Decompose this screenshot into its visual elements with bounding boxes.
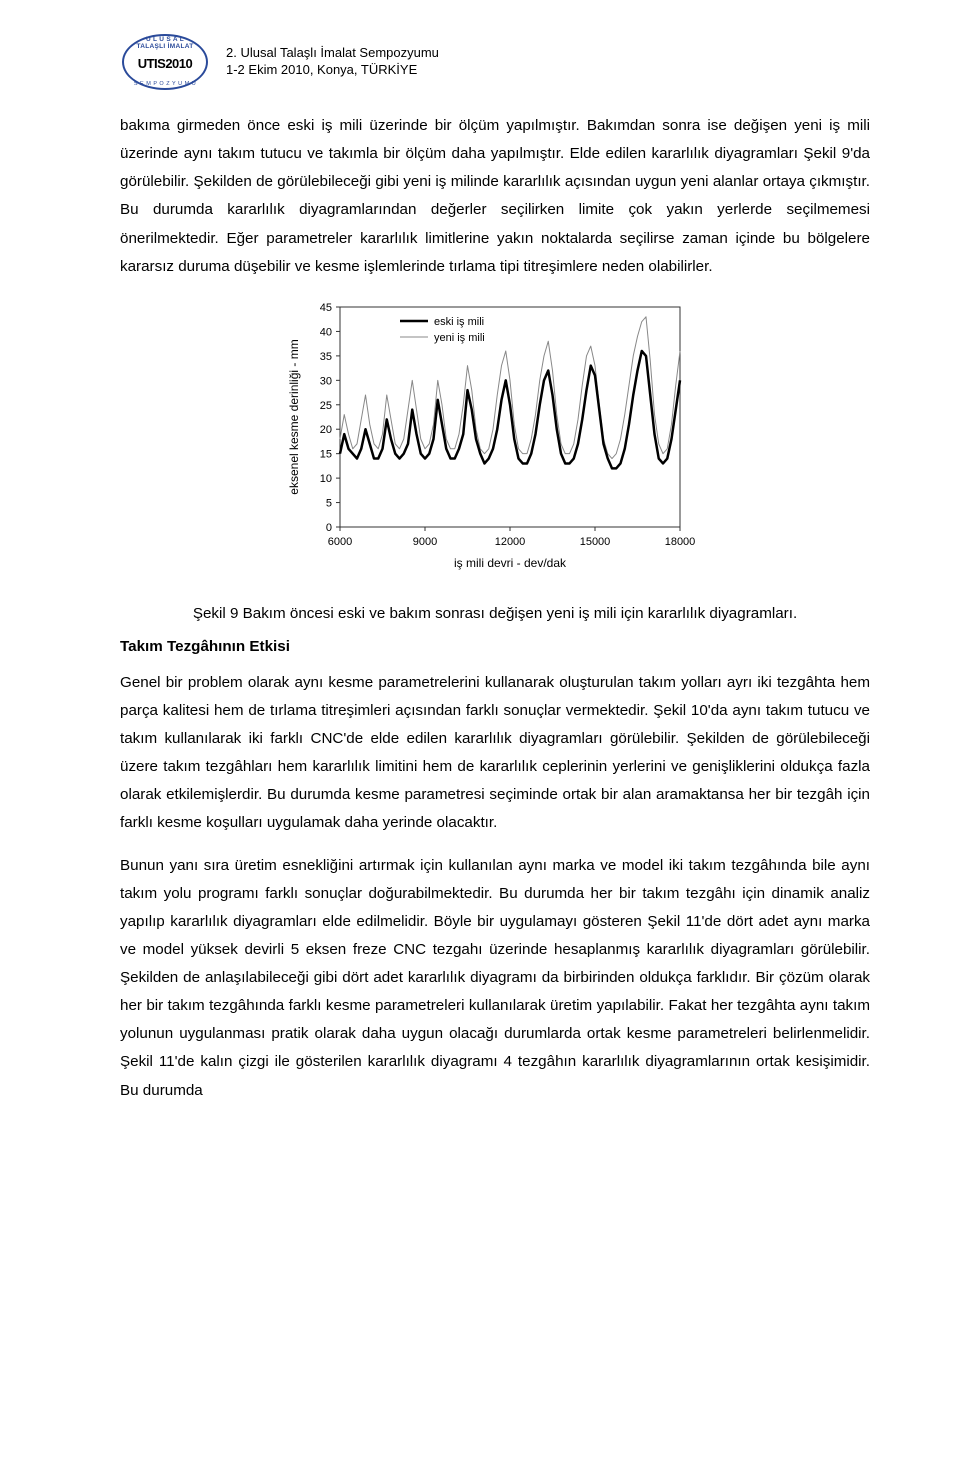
conference-line-2: 1-2 Ekim 2010, Konya, TÜRKİYE — [226, 62, 439, 79]
svg-text:0: 0 — [326, 522, 332, 534]
document-page: U L U S A L TALAŞLI İMALAT UTIS2010 S E … — [0, 0, 960, 1470]
figure-9-caption: Şekil 9 Bakım öncesi eski ve bakım sonra… — [120, 605, 870, 622]
page-header: U L U S A L TALAŞLI İMALAT UTIS2010 S E … — [120, 30, 870, 94]
svg-text:35: 35 — [320, 351, 332, 363]
svg-text:40: 40 — [320, 326, 332, 338]
logo-text-top1: U L U S A L — [146, 36, 184, 43]
conference-line-1: 2. Ulusal Talaşlı İmalat Sempozyumu — [226, 45, 439, 62]
paragraph-3: Bunun yanı sıra üretim esnekliğini artır… — [120, 852, 870, 1105]
svg-text:eski iş mili: eski iş mili — [434, 316, 484, 328]
svg-text:20: 20 — [320, 424, 332, 436]
section-title-tool-machine: Takım Tezgâhının Etkisi — [120, 638, 870, 655]
svg-text:12000: 12000 — [495, 536, 526, 548]
logo-text-top2: TALAŞLI İMALAT — [136, 43, 193, 50]
conference-title-block: 2. Ulusal Talaşlı İmalat Sempozyumu 1-2 … — [226, 45, 439, 79]
svg-text:25: 25 — [320, 400, 332, 412]
paragraph-1: bakıma girmeden önce eski iş mili üzerin… — [120, 112, 870, 281]
logo-text-bot: S E M P O Z Y U M U — [120, 81, 210, 87]
svg-text:45: 45 — [320, 302, 332, 314]
svg-text:10: 10 — [320, 473, 332, 485]
svg-text:yeni iş mili: yeni iş mili — [434, 332, 485, 344]
svg-text:9000: 9000 — [413, 536, 437, 548]
conference-logo: U L U S A L TALAŞLI İMALAT UTIS2010 S E … — [120, 30, 210, 94]
stability-chart: 0 5 10 15 20 25 30 35 40 45 6000 9000 12000 15000 1800… — [280, 297, 710, 577]
svg-text:6000: 6000 — [328, 536, 352, 548]
svg-text:30: 30 — [320, 375, 332, 387]
paragraph-2: Genel bir problem olarak aynı kesme para… — [120, 669, 870, 838]
figure-9-container: 0 5 10 15 20 25 30 35 40 45 6000 9000 12000 15000 1800… — [120, 297, 870, 577]
svg-text:18000: 18000 — [665, 536, 696, 548]
logo-text-mid: UTIS2010 — [120, 56, 210, 71]
svg-text:eksenel kesme derinliği - mm: eksenel kesme derinliği - mm — [287, 339, 301, 494]
svg-text:5: 5 — [326, 497, 332, 509]
svg-text:iş mili devri - dev/dak: iş mili devri - dev/dak — [454, 556, 567, 570]
svg-text:15: 15 — [320, 448, 332, 460]
svg-text:15000: 15000 — [580, 536, 611, 548]
